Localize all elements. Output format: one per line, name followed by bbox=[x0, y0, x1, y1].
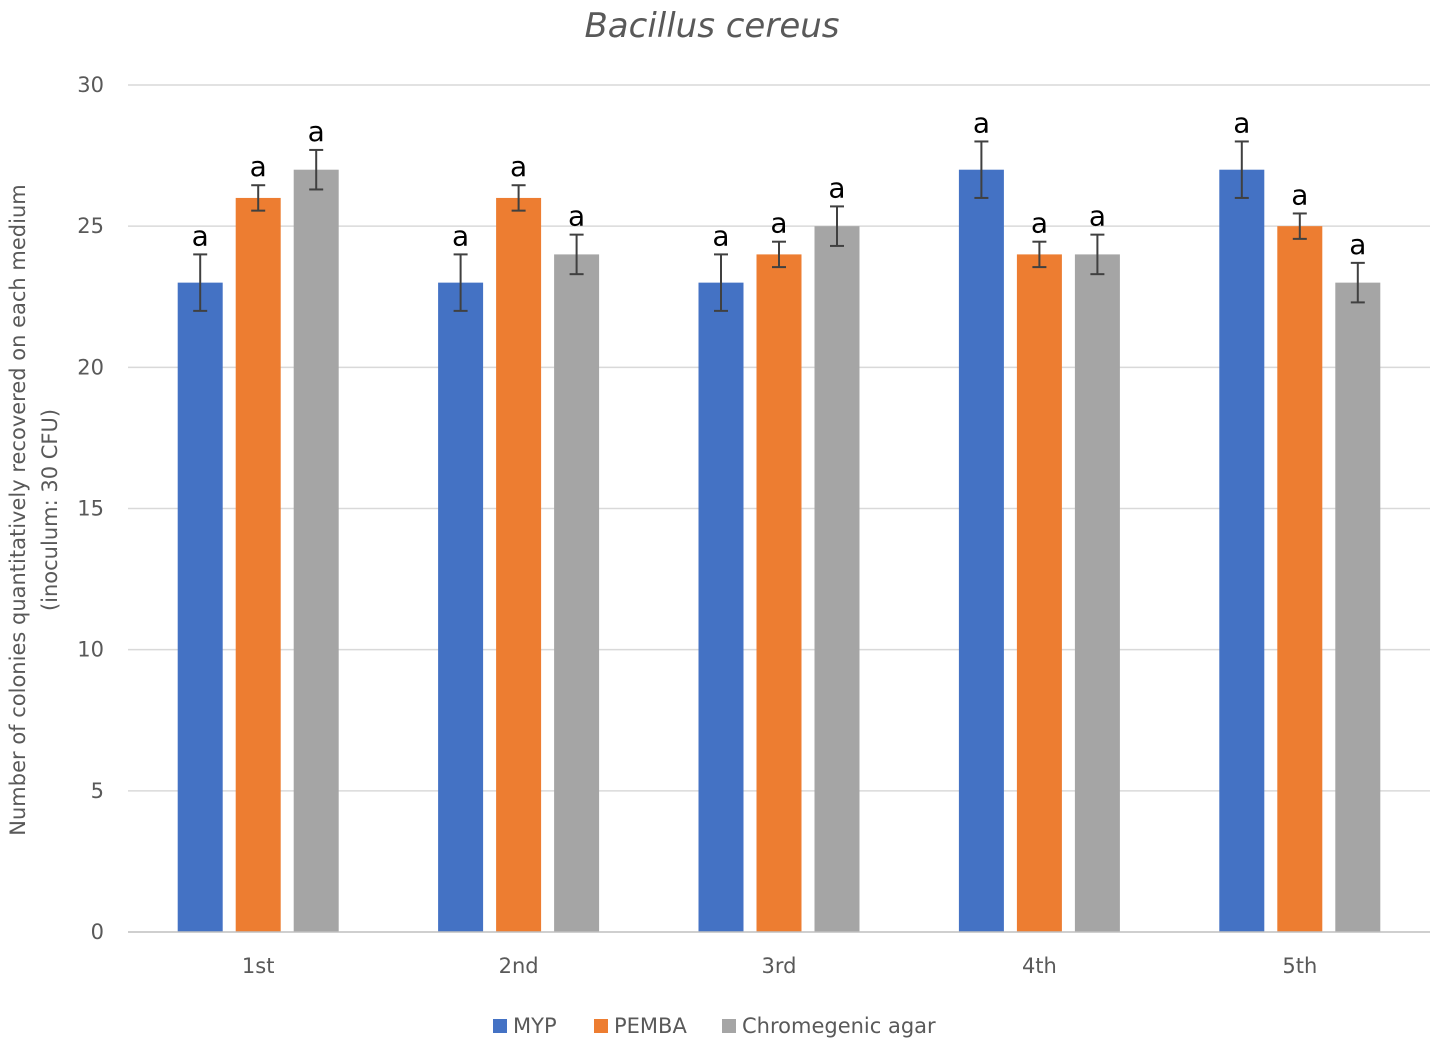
significance-letter: a bbox=[308, 115, 325, 148]
error-bar bbox=[830, 205, 844, 247]
error-bar bbox=[511, 184, 526, 212]
bar-myp-5th bbox=[1219, 169, 1265, 932]
x-category-label: 2nd bbox=[499, 954, 539, 978]
significance-letter: a bbox=[1291, 178, 1308, 211]
x-category-label: 5th bbox=[1282, 954, 1317, 978]
error-bar bbox=[1234, 140, 1249, 199]
legend-label: MYP bbox=[513, 1014, 557, 1038]
error-bar bbox=[1350, 261, 1365, 304]
bar-myp-3rd bbox=[698, 282, 744, 933]
y-axis-ticks: 0 5 10 15 20 25 30 bbox=[77, 73, 104, 944]
x-axis-categories: 1st 2nd 3rd 4th 5th bbox=[242, 954, 1317, 978]
legend-swatch-pemba bbox=[594, 1019, 608, 1033]
y-axis-label-line2: (inoculum: 30 CFU) bbox=[38, 409, 62, 611]
error-bar bbox=[309, 148, 324, 191]
error-bar bbox=[193, 253, 208, 312]
y-tick-label: 30 bbox=[77, 73, 104, 97]
bar-pemba-3rd bbox=[756, 254, 802, 932]
significance-letter: a bbox=[973, 106, 990, 139]
bar-pemba-1st bbox=[235, 197, 281, 932]
error-bar bbox=[974, 140, 989, 199]
x-category-label: 3rd bbox=[762, 954, 797, 978]
legend-label: PEMBA bbox=[614, 1014, 687, 1038]
legend: MYP PEMBA Chromegenic agar bbox=[493, 1014, 936, 1038]
significance-letter: a bbox=[770, 207, 787, 240]
significance-letter: a bbox=[568, 200, 585, 233]
significance-letter: a bbox=[250, 150, 267, 183]
y-axis-label-line1: Number of colonies quantitatively recove… bbox=[6, 184, 30, 835]
y-tick-label: 20 bbox=[77, 355, 104, 379]
significance-letter: a bbox=[452, 219, 469, 252]
significance-labels: a a a a a a a a a a a a a a a bbox=[192, 106, 1367, 260]
error-bars bbox=[193, 140, 1365, 312]
significance-letter: a bbox=[828, 171, 845, 204]
bars bbox=[177, 169, 1381, 933]
y-tick-label: 10 bbox=[77, 638, 104, 662]
significance-letter: a bbox=[712, 219, 729, 252]
error-bar bbox=[772, 240, 786, 269]
error-bar bbox=[1090, 233, 1105, 276]
x-category-label: 1st bbox=[242, 954, 275, 978]
legend-swatch-chromegenic-agar bbox=[722, 1019, 736, 1033]
error-bar bbox=[453, 253, 468, 312]
bar-myp-4th bbox=[958, 169, 1004, 932]
bar-myp-2nd bbox=[438, 282, 484, 933]
bar-chromegenic-agar-5th bbox=[1335, 282, 1381, 933]
chart-title: Bacillus cereus bbox=[584, 6, 839, 46]
y-tick-label: 0 bbox=[91, 920, 104, 944]
bar-pemba-4th bbox=[1016, 254, 1062, 932]
y-tick-label: 5 bbox=[91, 779, 104, 803]
error-bar bbox=[1292, 212, 1307, 240]
bar-pemba-5th bbox=[1277, 226, 1323, 932]
bar-chromegenic-agar-3rd bbox=[814, 226, 860, 932]
error-bar bbox=[1032, 240, 1047, 269]
significance-letter: a bbox=[1031, 207, 1048, 240]
error-bar bbox=[251, 184, 266, 212]
bar-myp-1st bbox=[177, 282, 223, 933]
legend-swatch-myp bbox=[493, 1019, 507, 1033]
bar-pemba-2nd bbox=[496, 197, 542, 932]
significance-letter: a bbox=[192, 219, 209, 252]
error-bar bbox=[569, 233, 584, 276]
y-tick-label: 15 bbox=[77, 497, 104, 521]
legend-label: Chromegenic agar bbox=[742, 1014, 936, 1038]
bar-chromegenic-agar-4th bbox=[1074, 254, 1120, 932]
significance-letter: a bbox=[1233, 106, 1250, 139]
significance-letter: a bbox=[510, 150, 527, 183]
significance-letter: a bbox=[1349, 228, 1366, 261]
y-tick-label: 25 bbox=[77, 214, 104, 238]
significance-letter: a bbox=[1089, 200, 1106, 233]
bar-chromegenic-agar-1st bbox=[293, 169, 339, 932]
x-category-label: 4th bbox=[1022, 954, 1057, 978]
bar-chromegenic-agar-2nd bbox=[554, 254, 600, 932]
error-bar bbox=[714, 253, 728, 312]
